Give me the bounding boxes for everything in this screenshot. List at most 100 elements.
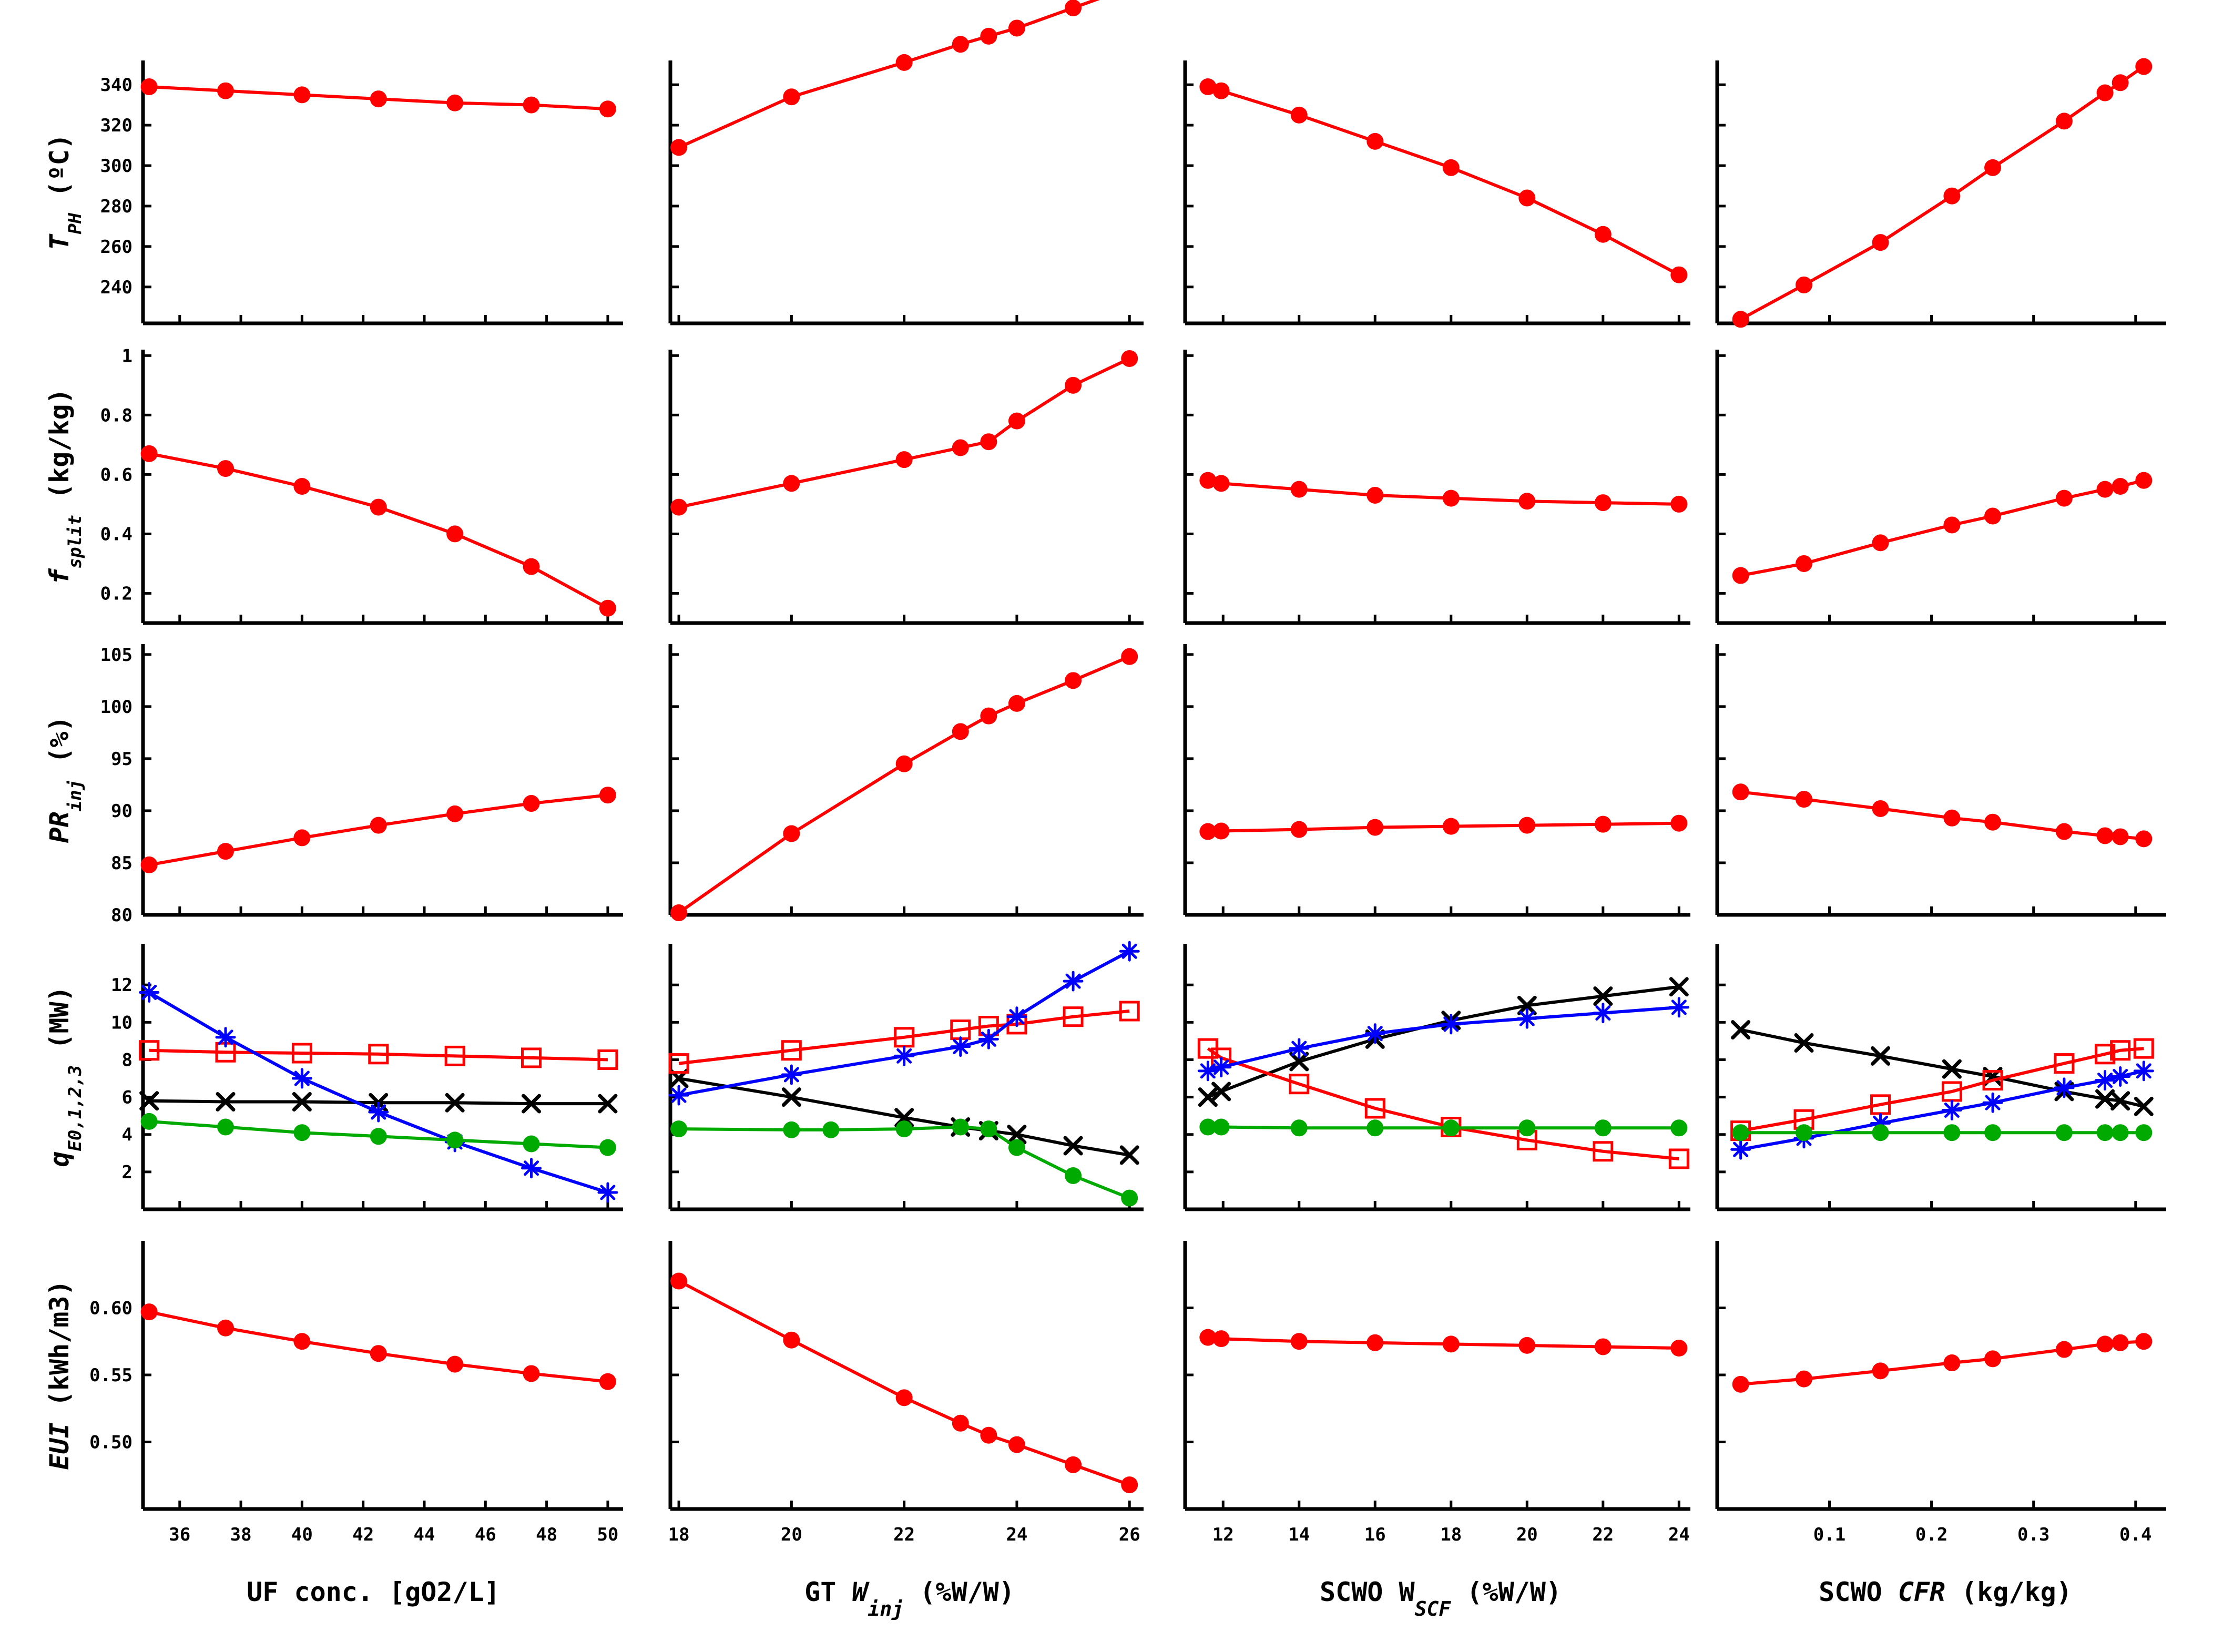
EUI-point: [670, 1272, 688, 1290]
qE3-point: [2096, 1124, 2114, 1141]
f_split-point: [1442, 490, 1460, 507]
qE2-point: [2133, 1060, 2154, 1082]
y-tick-label: 8: [122, 1049, 132, 1070]
EUI-point: [1984, 1350, 2002, 1368]
qE3-point: [1212, 1118, 1230, 1136]
y-tick-label: 0.60: [89, 1298, 132, 1319]
qE3-point: [895, 1120, 913, 1138]
y-label-unit: (kWh/m3): [44, 1280, 75, 1422]
PR_inj-point: [523, 795, 540, 812]
x-label-unit: (%W/W): [1451, 1577, 1562, 1607]
f_split-point: [1065, 376, 1082, 394]
y-tick-label: 240: [100, 277, 132, 298]
qE3-point: [1442, 1119, 1460, 1137]
PR_inj-point: [599, 787, 616, 804]
x-tick-label: 0.3: [2017, 1524, 2049, 1545]
x-tick-label: 12: [1212, 1524, 1234, 1545]
EUI-point: [1795, 1370, 1812, 1388]
series-qE3: [1199, 1118, 1688, 1137]
qE1-point: [1119, 1001, 1140, 1022]
qE1-point: [291, 1043, 312, 1064]
y-tick-label: 2: [122, 1162, 132, 1183]
x-tick-label: 42: [352, 1524, 374, 1545]
f_split-point: [217, 460, 234, 477]
y-label-variable: T: [44, 233, 75, 250]
PR_inj-point: [446, 805, 464, 822]
x-label-text: SCWO: [1819, 1577, 1898, 1607]
f_split-point: [370, 498, 387, 516]
qE2-line: [678, 950, 1130, 1097]
qE3-point: [670, 1120, 688, 1138]
qE0-point: [1211, 1082, 1231, 1102]
PR_inj-point: [2055, 823, 2073, 840]
series-f_split: [1199, 472, 1688, 513]
T_PH-point: [1670, 266, 1688, 283]
qE0-point: [2095, 1089, 2115, 1109]
PR_inj-point: [980, 707, 997, 725]
y-tick-label: 85: [111, 853, 132, 874]
PR_inj-line: [678, 655, 1130, 914]
x-tick-label: 0.4: [2119, 1524, 2151, 1545]
x-tick-label: 50: [597, 1524, 618, 1545]
EUI-point: [783, 1331, 800, 1349]
qE3-point: [2135, 1124, 2153, 1141]
qE1-line: [149, 1048, 608, 1062]
x-label-subscript: SCF: [1415, 1597, 1452, 1620]
x-label-text: UF conc. [gO2/L]: [247, 1577, 500, 1607]
T_PH-point: [980, 27, 997, 45]
qE1-point: [1982, 1070, 2003, 1091]
qE2-point: [1593, 1003, 1614, 1024]
series-EUI: [1732, 1333, 2153, 1393]
x-tick-label: 36: [169, 1524, 190, 1545]
y-axis-label-3: PRinj (%): [44, 716, 86, 843]
f_split-point: [446, 525, 464, 543]
PR_inj-point: [670, 904, 688, 922]
T_PH-point: [599, 100, 616, 118]
qE2-point: [978, 1028, 999, 1049]
panel-r5-c2: 18 20 22 24 26: [668, 1241, 1144, 1545]
y-tick-label: 0.8: [100, 405, 132, 426]
f_split-point: [895, 451, 913, 468]
x-tick-label: 26: [1119, 1524, 1140, 1545]
EUI-point: [523, 1365, 540, 1382]
qE0-point: [1731, 1020, 1751, 1040]
series-PR_inj: [670, 648, 1138, 922]
x-label-unit: (kg/kg): [1945, 1577, 2072, 1607]
y-label-subscript: split: [65, 515, 86, 568]
y-tick-label: 0.6: [100, 464, 132, 485]
y-tick-label: 320: [100, 115, 132, 136]
qE1-point: [521, 1047, 542, 1068]
f_split-point: [2112, 478, 2129, 495]
panel-r2-c1: 0.2 0.4 0.6 0.8 1: [100, 345, 623, 625]
T_PH-point: [2055, 113, 2073, 130]
T_PH-point: [952, 36, 969, 53]
qE2-point: [950, 1036, 971, 1057]
T_PH-point: [2096, 84, 2114, 101]
PR_inj-point: [1008, 695, 1025, 712]
series-EUI: [670, 1272, 1138, 1494]
x-tick-label: 24: [1006, 1524, 1027, 1545]
series-f_split: [670, 350, 1138, 516]
x-label-variable: CFR: [1898, 1577, 1945, 1607]
x-tick-label: 40: [291, 1524, 313, 1545]
series-qE1: [1197, 1038, 1689, 1169]
series-qE3: [1732, 1124, 2153, 1141]
qE2-point: [1006, 1006, 1027, 1027]
x-label-subscript: inj: [868, 1597, 904, 1620]
x-tick-label: 38: [230, 1524, 252, 1545]
qE3-point: [523, 1135, 540, 1153]
qE1-point: [781, 1040, 802, 1061]
qE2-point: [1982, 1092, 2003, 1113]
T_PH-point: [293, 86, 311, 104]
x-tick-label: 20: [781, 1524, 802, 1545]
qE3-point: [1670, 1119, 1688, 1137]
y-label-unit: (kg/kg): [44, 388, 75, 515]
f_split-point: [1594, 494, 1612, 512]
qE3-point: [2055, 1124, 2073, 1141]
T_PH-point: [1442, 159, 1460, 176]
qE3-point: [822, 1121, 840, 1138]
qE2-point: [368, 1102, 389, 1123]
qE2-point: [1289, 1038, 1310, 1059]
qE3-point: [1008, 1139, 1025, 1156]
series-PR_inj: [1199, 814, 1688, 840]
